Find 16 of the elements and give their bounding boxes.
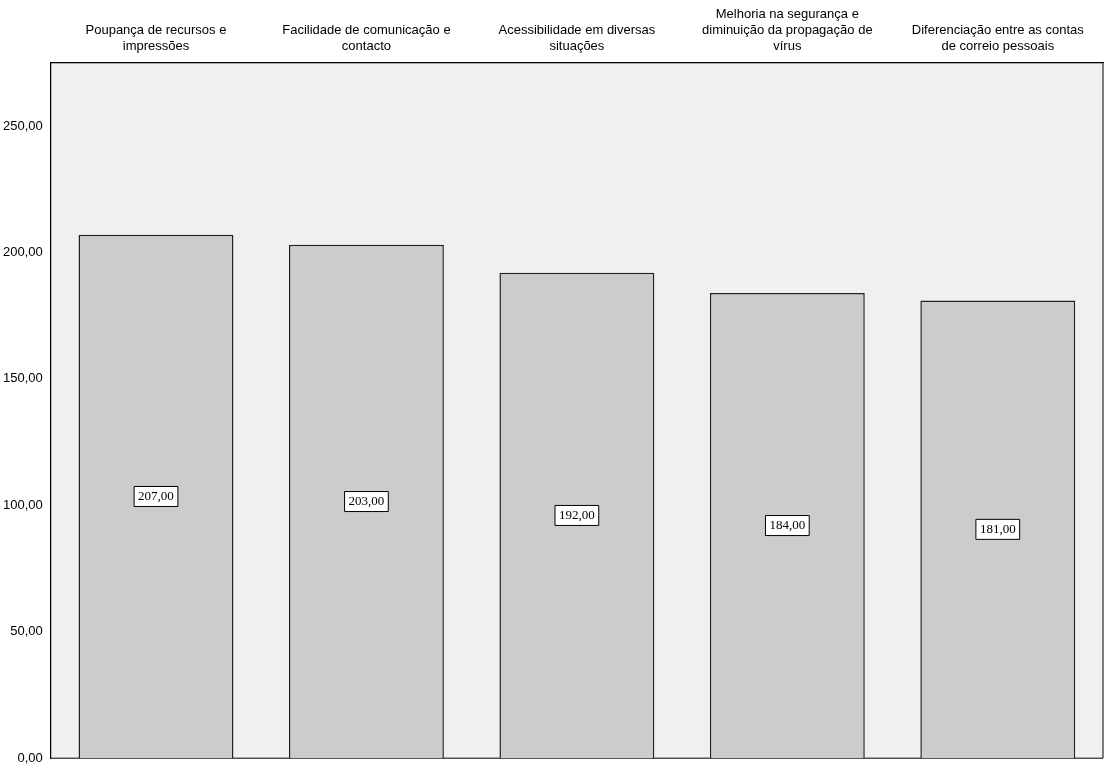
y-tick-label: 200,00 xyxy=(3,244,43,260)
data-label: 184,00 xyxy=(769,516,806,532)
data-label: 207,00 xyxy=(138,487,174,503)
x-tick-label: Poupança de recursos e impressões xyxy=(85,21,227,53)
y-tick-label: 0,00 xyxy=(17,749,43,765)
y-tick-label: 250,00 xyxy=(3,117,43,133)
y-tick-label: 150,00 xyxy=(3,370,43,386)
data-label: 192,00 xyxy=(559,506,595,522)
x-tick-label: Acessibilidade em diversas situações xyxy=(498,21,656,53)
x-tick-label: Facilidade de comunicação e contacto xyxy=(282,21,451,53)
y-tick-label: 50,00 xyxy=(10,623,43,639)
data-label: 203,00 xyxy=(348,492,385,508)
x-tick-label: Diferenciação entre as contas de correio pessoais xyxy=(911,21,1085,53)
x-tick-label: Melhoria na segurança e diminuição da propagação de vírus xyxy=(702,6,873,53)
y-tick-label: 100,00 xyxy=(3,496,43,512)
data-label: 181,00 xyxy=(979,520,1016,536)
